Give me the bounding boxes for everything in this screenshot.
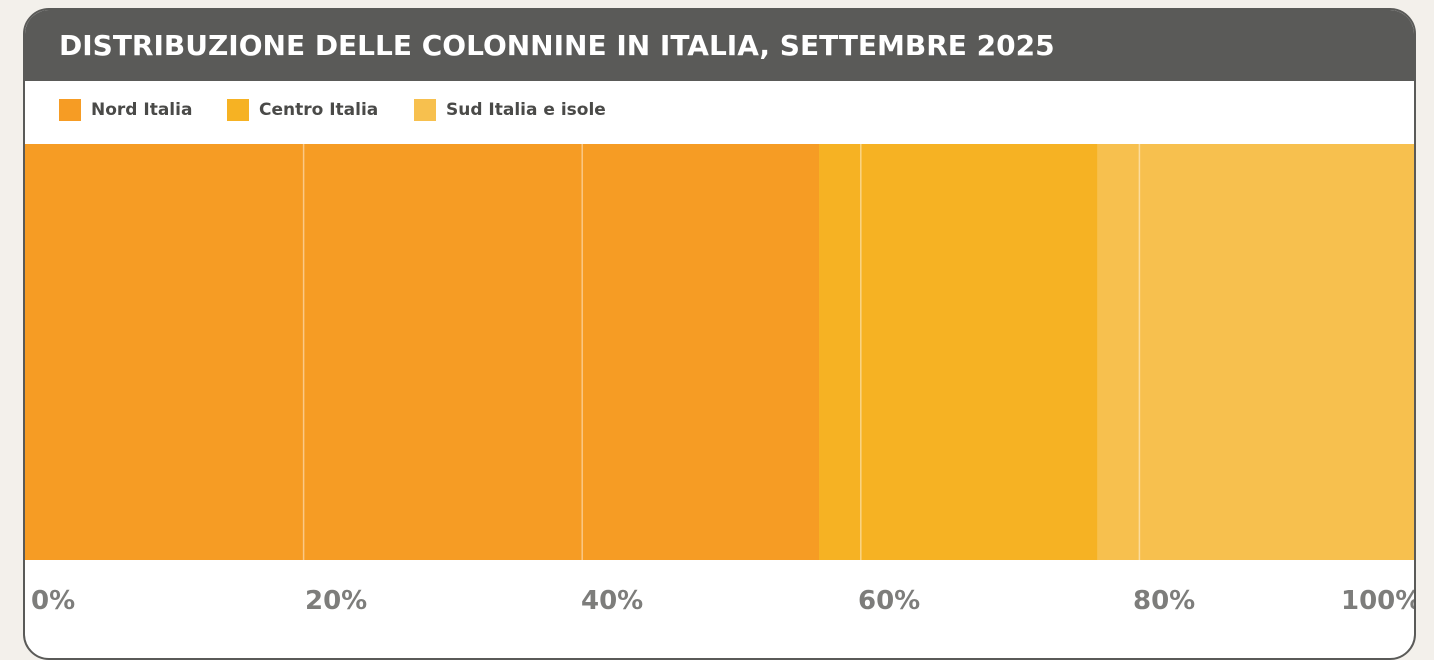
tick-label-40: 40% [581,586,644,616]
legend-swatch-sud [414,99,436,121]
tick-label-60: 60% [858,586,921,616]
legend-label-sud: Sud Italia e isole [446,100,606,120]
legend-swatch-nord [59,99,81,121]
legend-label-centro: Centro Italia [259,100,379,120]
title-bar: DISTRIBUZIONE DELLE COLONNINE IN ITALIA,… [25,10,1414,81]
chart-title: DISTRIBUZIONE DELLE COLONNINE IN ITALIA,… [59,29,1055,62]
tick-label-80: 80% [1133,586,1196,616]
bar-segment-sud-italia-e-isole [1097,144,1414,560]
bar-segment-nord-italia [25,144,820,560]
legend-label-nord: Nord Italia [91,100,193,120]
tick-label-0: 0% [31,586,76,616]
stacked-bar-plot [25,144,1414,560]
tick-label-20: 20% [305,586,368,616]
tick-label-100: 100% [1341,586,1416,616]
legend-swatch-centro [227,99,249,121]
bar-segment-centro-italia [819,144,1098,560]
chart-card: DISTRIBUZIONE DELLE COLONNINE IN ITALIA,… [23,8,1416,660]
